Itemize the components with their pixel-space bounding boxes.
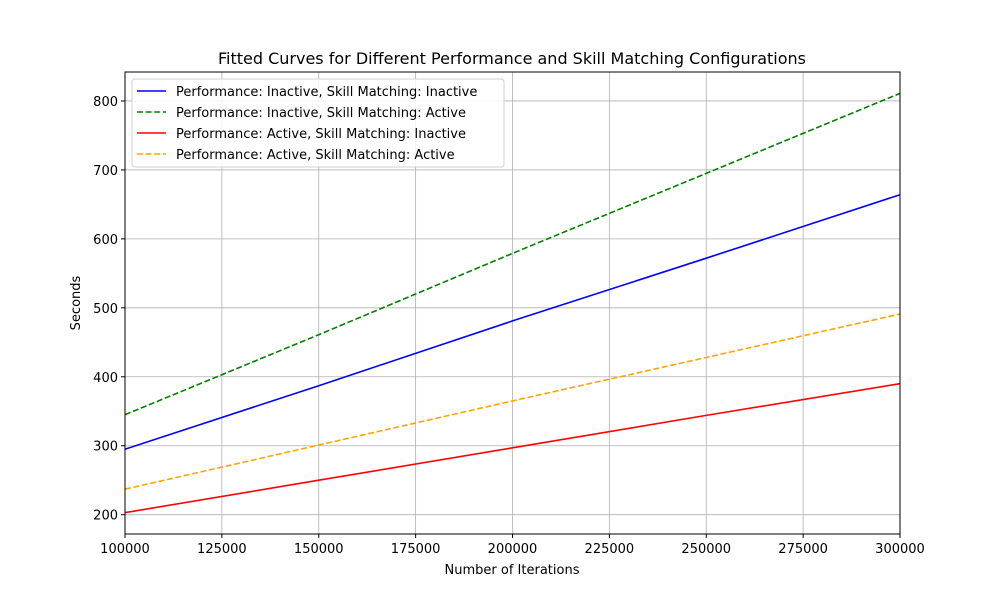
- series-line-2: [124, 382, 901, 514]
- ticks: 100000 125000 150000 175000 200000 225000 2500…: [93, 95, 925, 557]
- x-axis-label: Number of Iterations: [445, 563, 580, 578]
- x-tick-label: 225000: [585, 542, 635, 557]
- x-tick-label: 100000: [100, 542, 150, 557]
- chart-title: Fitted Curves for Different Performance …: [218, 49, 806, 68]
- grid: [124, 72, 901, 534]
- series-lines: [124, 92, 901, 514]
- y-tick-label: 300: [93, 440, 118, 455]
- series-line-1: [124, 92, 901, 416]
- x-tick-label: 250000: [681, 542, 731, 557]
- series-line-0: [124, 193, 901, 450]
- legend-label-0: Performance: Inactive, Skill Matching: I…: [176, 85, 477, 100]
- y-tick-label: 700: [93, 164, 118, 179]
- x-tick-label: 125000: [197, 542, 247, 557]
- x-tick-label: 275000: [778, 542, 828, 557]
- x-tick-label: 200000: [488, 542, 538, 557]
- legend-box: [131, 78, 505, 168]
- series-line-3: [124, 313, 901, 490]
- y-tick-label: 600: [93, 233, 118, 248]
- x-tick-label: 300000: [875, 542, 925, 557]
- legend-label-2: Performance: Active, Skill Matching: Ina…: [176, 127, 466, 142]
- legend: Performance: Inactive, Skill Matching: I…: [131, 78, 505, 168]
- y-tick-label: 500: [93, 302, 118, 317]
- x-tick-label: 175000: [391, 542, 441, 557]
- legend-label-3: Performance: Active, Skill Matching: Act…: [176, 148, 455, 163]
- y-axis-label: Seconds: [69, 275, 84, 330]
- y-tick-label: 800: [93, 95, 118, 110]
- x-tick-label: 150000: [294, 542, 344, 557]
- y-tick-label: 200: [93, 509, 118, 524]
- legend-label-1: Performance: Inactive, Skill Matching: A…: [176, 106, 466, 121]
- y-tick-label: 400: [93, 371, 118, 386]
